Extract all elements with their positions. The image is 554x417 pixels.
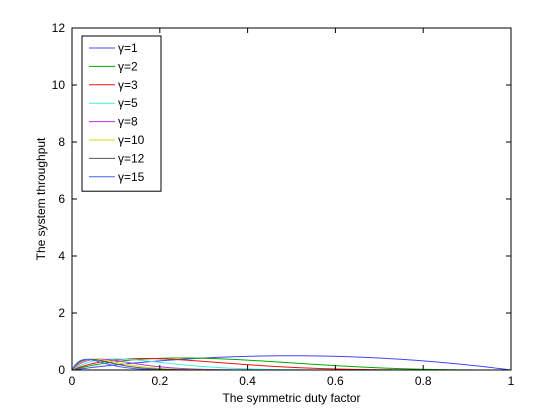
legend-label: γ=2 bbox=[118, 59, 138, 73]
series-line-gamma-15 bbox=[71, 358, 511, 371]
y-tick-label: 12 bbox=[52, 21, 66, 35]
y-tick-label: 2 bbox=[58, 306, 65, 320]
legend-box bbox=[81, 35, 162, 192]
curves-layer bbox=[71, 355, 512, 371]
y-tick-label: 0 bbox=[58, 363, 65, 377]
x-tick-label: 1 bbox=[508, 374, 515, 388]
legend-label: γ=15 bbox=[118, 170, 145, 184]
y-tick-label: 8 bbox=[58, 135, 65, 149]
legend-label: γ=3 bbox=[118, 78, 138, 92]
legend-label: γ=1 bbox=[118, 41, 138, 55]
x-tick-label: 0.6 bbox=[327, 374, 344, 388]
x-axis-label: The symmetric duty factor bbox=[222, 391, 360, 405]
x-tick-label: 0.4 bbox=[239, 374, 256, 388]
y-tick-label: 4 bbox=[58, 249, 65, 263]
legend-label: γ=5 bbox=[118, 96, 138, 110]
series-line-gamma-1 bbox=[71, 355, 512, 371]
y-axis-label: The system throughput bbox=[34, 137, 48, 260]
legend-label: γ=10 bbox=[118, 133, 145, 147]
x-tick-label: 0.8 bbox=[415, 374, 432, 388]
x-tick-label: 0.2 bbox=[151, 374, 168, 388]
y-tick-label: 6 bbox=[58, 192, 65, 206]
legend-label: γ=8 bbox=[118, 115, 138, 129]
legend: γ=1 γ=2 γ=3 γ=5 γ=8 γ=10 γ=12 γ=15 bbox=[81, 35, 162, 192]
y-tick-label: 10 bbox=[52, 78, 66, 92]
legend-label: γ=12 bbox=[118, 151, 145, 165]
x-tick-label: 0 bbox=[69, 374, 76, 388]
